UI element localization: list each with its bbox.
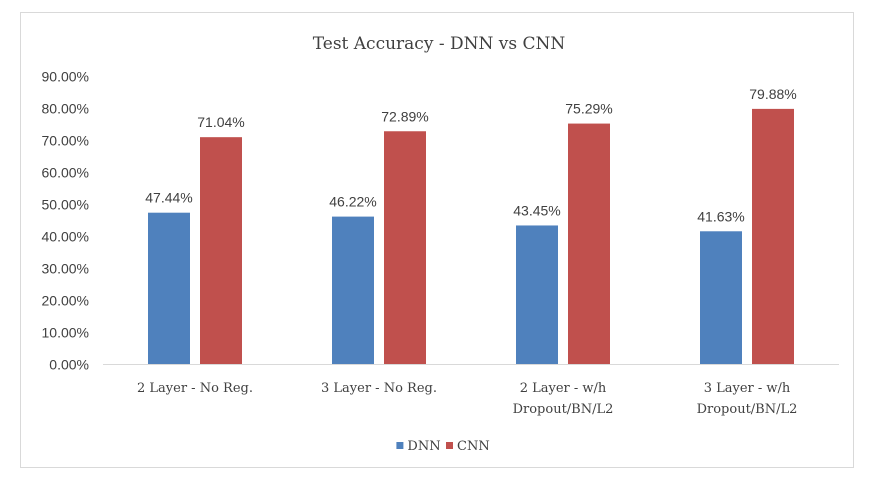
data-label: 71.04% [197, 114, 244, 130]
bar-cnn [384, 131, 426, 365]
data-label: 46.22% [329, 194, 376, 210]
legend-label: CNN [457, 439, 490, 454]
y-axis: 0.00% 10.00% 20.00% 30.00% 40.00% 50.00% 60.00… [42, 69, 89, 373]
legend-label: DNN [407, 439, 440, 454]
data-label: 47.44% [145, 190, 192, 206]
x-category-label: 2 Layer - No Reg. [137, 381, 253, 396]
x-category-label: Dropout/BN/L2 [697, 402, 798, 417]
data-label: 41.63% [697, 208, 744, 224]
bar-chart: Test Accuracy - DNN vs CNN 0.00% 10.00% 20… [42, 34, 839, 454]
data-label: 79.88% [749, 86, 796, 102]
x-category-label: 3 Layer - No Reg. [321, 381, 437, 396]
data-label: 75.29% [565, 101, 612, 117]
y-tick-label: 50.00% [42, 197, 89, 213]
bar-dnn [148, 212, 190, 365]
chart-title: Test Accuracy - DNN vs CNN [313, 34, 566, 54]
y-tick-label: 90.00% [42, 69, 89, 85]
x-category-label: 3 Layer - w/h [704, 381, 791, 396]
bar-cnn [200, 137, 242, 365]
y-tick-label: 10.00% [42, 325, 89, 341]
x-category-label: 2 Layer - w/h [520, 381, 607, 396]
bars [148, 108, 794, 365]
y-tick-label: 70.00% [42, 133, 89, 149]
x-axis: 2 Layer - No Reg. 3 Layer - No Reg. 2 Laye… [103, 364, 839, 417]
bar-dnn [700, 231, 742, 365]
data-labels: 47.44% 71.04% 46.22% 72.89% 43.45% 75.29% 41.6… [145, 86, 796, 224]
y-tick-label: 30.00% [42, 261, 89, 277]
legend-swatch-cnn [446, 442, 453, 449]
y-tick-label: 80.00% [42, 101, 89, 117]
y-tick-label: 60.00% [42, 165, 89, 181]
data-label: 72.89% [381, 108, 428, 124]
data-label: 43.45% [513, 202, 560, 218]
y-tick-label: 40.00% [42, 229, 89, 245]
bar-cnn [568, 123, 610, 365]
y-tick-label: 0.00% [49, 357, 89, 373]
bar-dnn [516, 225, 558, 365]
x-category-label: Dropout/BN/L2 [513, 402, 614, 417]
y-tick-label: 20.00% [42, 293, 89, 309]
legend-swatch-dnn [396, 442, 404, 449]
bar-dnn [332, 216, 374, 365]
chart-frame: Test Accuracy - DNN vs CNN 0.00% 10.00% 20… [20, 12, 854, 468]
legend: DNN CNN [396, 439, 490, 454]
bar-cnn [752, 108, 794, 365]
